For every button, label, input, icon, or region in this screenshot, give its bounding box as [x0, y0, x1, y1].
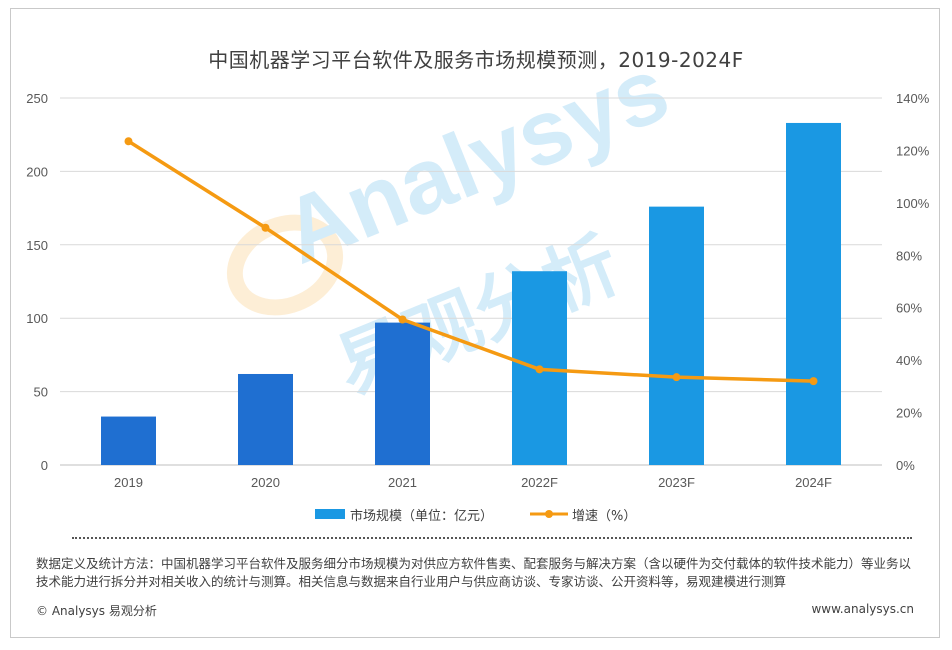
x-tick-label: 2024F [795, 475, 832, 490]
y-axis-left: 0 50 100 150 200 250 [26, 91, 48, 473]
chart-title: 中国机器学习平台软件及服务市场规模预测，2019-2024F [208, 48, 744, 72]
y-right-tick-label: 40% [896, 353, 922, 368]
y-right-tick-label: 140% [896, 91, 930, 106]
y-right-tick-label: 80% [896, 248, 922, 263]
line-point [672, 373, 681, 382]
y-right-tick-label: 0% [896, 458, 915, 473]
legend: 市场规模（单位：亿元） 增速（%） [315, 508, 636, 524]
x-tick-label: 2022F [521, 475, 558, 490]
website-link[interactable]: www.analysys.cn [811, 602, 914, 616]
growth-line [127, 139, 814, 383]
y-right-tick-label: 60% [896, 301, 922, 316]
y-right-tick-label: 120% [896, 143, 930, 158]
x-tick-label: 2023F [658, 475, 695, 490]
y-left-tick-label: 0 [41, 458, 48, 473]
line-point [809, 377, 818, 386]
y-left-tick-label: 150 [26, 238, 48, 253]
bar-series [101, 122, 841, 466]
footnote: 数据定义及统计方法：中国机器学习平台软件及服务细分市场规模为对供应方软件售卖、配… [36, 556, 912, 589]
legend-bar-label: 市场规模（单位：亿元） [350, 508, 493, 524]
combo-chart: Analysys 易观分析 0 50 100 150 200 250 0% 20% 40% 60… [26, 38, 930, 524]
legend-line-marker [545, 510, 553, 518]
x-tick-label: 2021 [388, 475, 417, 490]
x-tick-label: 2020 [251, 475, 280, 490]
bar [649, 206, 704, 465]
separator [72, 537, 912, 539]
gridlines [60, 97, 882, 466]
bar [238, 373, 293, 465]
line-point [124, 137, 133, 146]
legend-line-label: 增速（%） [572, 509, 636, 524]
watermark: Analysys 易观分析 [226, 38, 682, 412]
line-point [261, 223, 270, 232]
x-axis: 2019 2020 2021 2022F 2023F 2024F [114, 475, 832, 490]
chart-frame [10, 8, 940, 638]
bar [375, 322, 430, 465]
y-left-tick-label: 100 [26, 311, 48, 326]
y-left-tick-label: 50 [34, 385, 48, 400]
line-series [124, 137, 818, 386]
y-left-tick-label: 200 [26, 164, 48, 179]
x-tick-label: 2019 [114, 475, 143, 490]
y-axis-right: 0% 20% 40% 60% 80% 100% 120% 140% [896, 91, 930, 473]
copyright: © Analysys 易观分析 [36, 604, 157, 618]
bar [101, 416, 156, 465]
y-right-tick-label: 20% [896, 406, 922, 421]
y-left-tick-label: 250 [26, 91, 48, 106]
line-point [535, 365, 544, 374]
line-point [398, 315, 407, 324]
legend-bar-swatch [315, 509, 345, 519]
bar [786, 122, 841, 466]
watermark-brand: Analysys [269, 38, 682, 284]
y-right-tick-label: 100% [896, 196, 930, 211]
